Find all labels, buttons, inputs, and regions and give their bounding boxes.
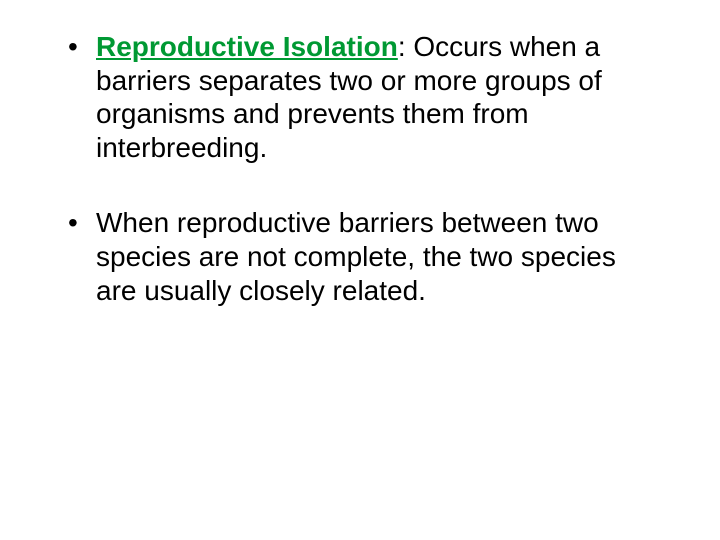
bullet-list: Reproductive Isolation: Occurs when a ba… [60, 30, 648, 307]
bullet-item-2: When reproductive barriers between two s… [60, 206, 648, 307]
bullet-item-1: Reproductive Isolation: Occurs when a ba… [60, 30, 648, 164]
slide: Reproductive Isolation: Occurs when a ba… [0, 0, 720, 540]
bullet-2-text: When reproductive barriers between two s… [96, 207, 616, 305]
term-reproductive-isolation: Reproductive Isolation [96, 31, 398, 62]
term-colon: : [398, 31, 406, 62]
